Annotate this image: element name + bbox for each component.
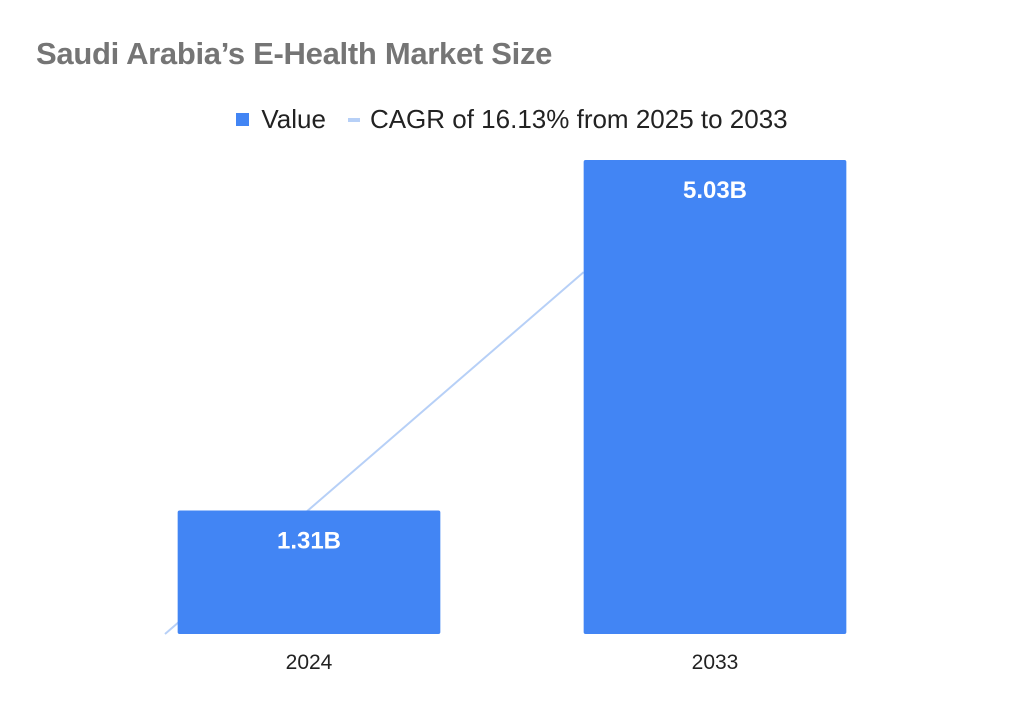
legend-value-label: Value: [261, 104, 326, 134]
data-label-2024: 1.31B: [277, 528, 341, 555]
x-tick-label-2024: 2024: [286, 651, 333, 674]
chart-title: Saudi Arabia’s E-Health Market Size: [36, 36, 553, 71]
bar-2024: [177, 510, 441, 634]
legend: Value CAGR of 16.13% from 2025 to 2033: [0, 104, 1024, 135]
legend-value-swatch: [236, 113, 250, 126]
bar-2033: [583, 160, 847, 634]
x-tick-label-2033: 2033: [692, 651, 739, 674]
legend-cagr-swatch: [347, 117, 360, 122]
data-label-2033: 5.03B: [683, 177, 747, 204]
legend-cagr-label: CAGR of 16.13% from 2025 to 2033: [369, 104, 788, 134]
